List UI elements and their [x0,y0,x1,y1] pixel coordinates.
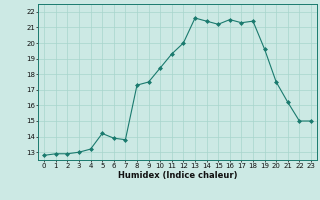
X-axis label: Humidex (Indice chaleur): Humidex (Indice chaleur) [118,171,237,180]
